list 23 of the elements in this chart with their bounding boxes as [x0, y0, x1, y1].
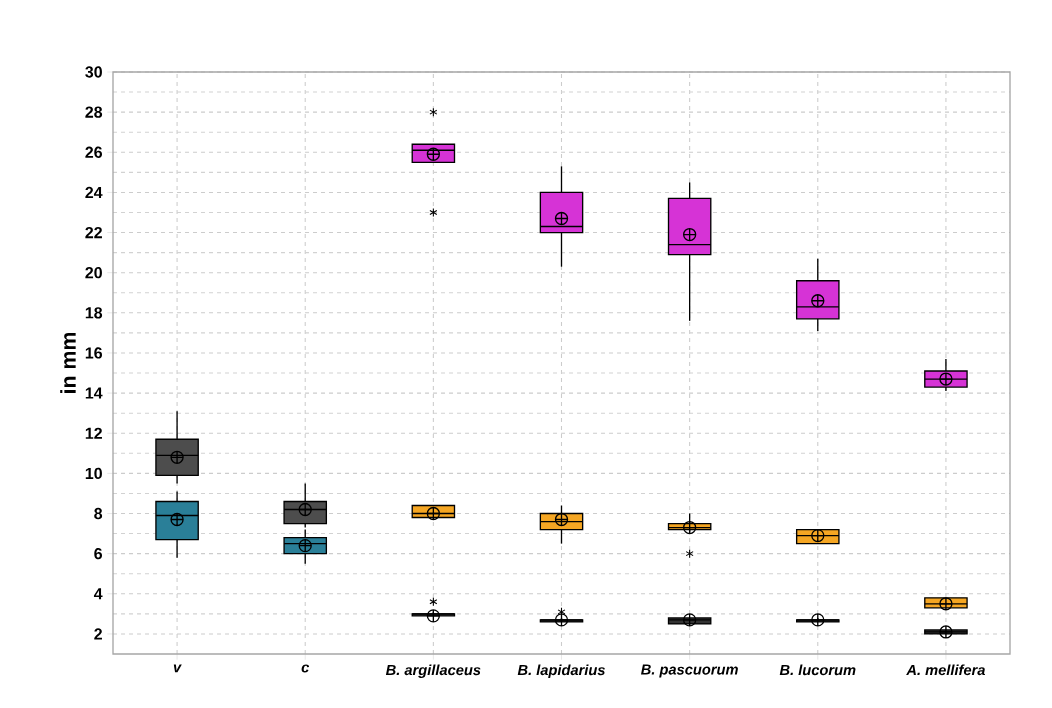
- y-tick-label: 12: [85, 427, 102, 439]
- y-tick-label: 26: [85, 146, 103, 158]
- y-tick-label: 16: [85, 347, 103, 359]
- y-tick-label: 4: [93, 588, 103, 600]
- y-tick-label: 30: [85, 66, 102, 78]
- x-tick-label: A. mellifera: [906, 664, 986, 676]
- y-tick-label: 10: [85, 467, 102, 480]
- y-tick-label: 20: [85, 267, 102, 279]
- y-tick-label: 14: [85, 387, 103, 399]
- x-tick-label: B. pascuorum: [641, 664, 738, 678]
- x-tick-label: c: [301, 664, 310, 673]
- y-tick-label: 2: [94, 628, 102, 640]
- x-tick-label: B. lucorum: [779, 664, 856, 676]
- y-tick-label: 18: [85, 307, 103, 319]
- y-tick-label: 22: [85, 226, 102, 239]
- y-tick-label: 6: [94, 548, 103, 560]
- x-tick-label: B. lapidarius: [517, 664, 605, 679]
- y-axis-title: in mm: [60, 332, 76, 393]
- x-tick-label: v: [173, 664, 182, 673]
- y-tick-label: 8: [94, 507, 103, 520]
- x-tick-label: B. argillaceus: [385, 664, 481, 679]
- y-tick-label: 24: [85, 186, 103, 198]
- y-tick-label: 28: [85, 106, 103, 118]
